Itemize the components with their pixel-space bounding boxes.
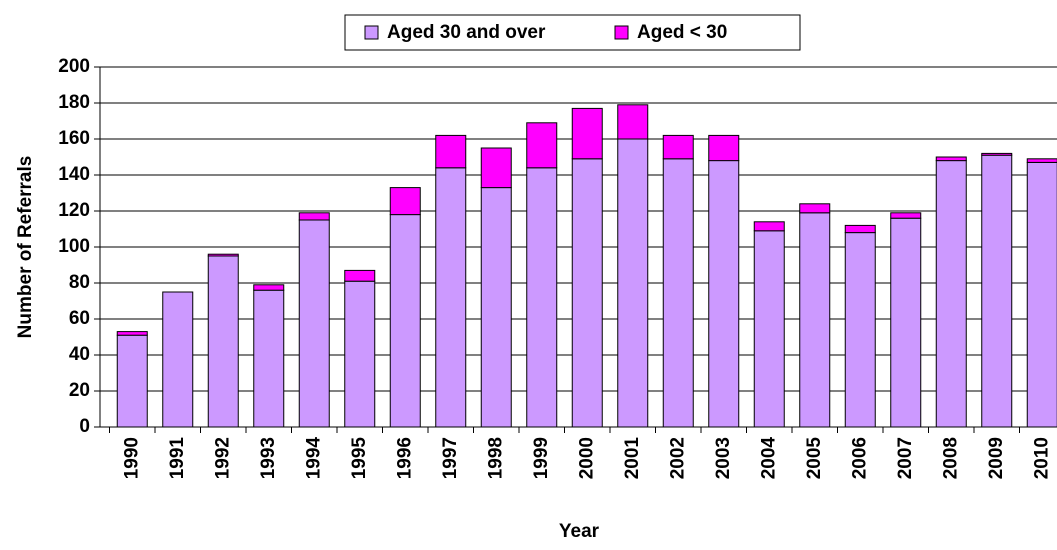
bar-segment: [1026, 158, 1057, 163]
bar-segment: [981, 152, 1013, 156]
bar-segment: [480, 147, 512, 189]
bar-segment: [298, 219, 330, 428]
bar-segment: [116, 331, 148, 336]
x-tick-label: 1998: [485, 437, 506, 479]
x-tick-label: 2008: [940, 437, 961, 479]
legend-label: Aged < 30: [637, 22, 727, 43]
x-tick-label: 2010: [1031, 437, 1052, 479]
y-tick-label: 200: [58, 56, 90, 77]
x-tick-label: 2009: [986, 437, 1007, 479]
bar-segment: [708, 134, 740, 162]
legend-swatch: [614, 25, 629, 40]
y-tick-label: 80: [69, 272, 90, 293]
x-tick-label: 2000: [576, 437, 597, 479]
y-axis-title: Number of Referrals: [15, 156, 36, 339]
x-tick-label: 2004: [758, 437, 779, 480]
bar-segment: [799, 203, 831, 214]
bar-segment: [844, 232, 876, 428]
x-tick-label: 1996: [394, 437, 415, 479]
y-tick-label: 40: [69, 344, 90, 365]
x-tick-label: 2005: [804, 437, 825, 480]
bar-segment: [935, 156, 967, 162]
y-tick-label: 20: [69, 380, 90, 401]
bar-segment: [207, 255, 239, 428]
legend-box: [344, 14, 801, 51]
x-tick-label: 1994: [303, 437, 324, 480]
y-tick-label: 100: [58, 236, 90, 257]
x-tick-label: 2001: [622, 437, 643, 480]
bar-segment: [526, 122, 558, 169]
bar-segment: [1026, 161, 1057, 428]
bar-segment: [617, 138, 649, 428]
bar-segment: [344, 280, 376, 428]
bar-segment: [116, 334, 148, 428]
bar-segment: [844, 224, 876, 234]
x-tick-label: 1992: [212, 437, 233, 479]
legend-label: Aged 30 and over: [387, 22, 546, 43]
y-tick-label: 140: [58, 164, 90, 185]
x-tick-label: 1990: [121, 437, 142, 479]
x-tick-label: 1997: [440, 437, 461, 479]
bar-segment: [162, 291, 194, 428]
bar-segment: [389, 187, 421, 216]
bar-segment: [662, 134, 694, 160]
bar-segment: [253, 284, 285, 291]
y-tick-label: 60: [69, 308, 90, 329]
y-tick-label: 0: [79, 416, 90, 437]
x-tick-label: 1995: [349, 437, 370, 480]
bar-segment: [753, 230, 785, 428]
x-tick-label: 2006: [849, 437, 870, 479]
bar-segment: [981, 154, 1013, 428]
x-tick-label: 1991: [167, 437, 188, 480]
bar-segment: [389, 214, 421, 428]
bar-segment: [890, 217, 922, 428]
bar-segment: [799, 212, 831, 428]
bar-segment: [571, 158, 603, 428]
y-tick-label: 160: [58, 128, 90, 149]
legend-swatch: [364, 25, 379, 40]
bar-segment: [480, 187, 512, 428]
x-tick-label: 2002: [667, 437, 688, 479]
x-tick-label: 1993: [258, 437, 279, 479]
bar-segment: [344, 269, 376, 282]
bar-segment: [435, 167, 467, 428]
y-tick-label: 180: [58, 92, 90, 113]
bar-segment: [890, 212, 922, 219]
bar-segment: [708, 160, 740, 428]
bar-segment: [571, 107, 603, 160]
x-tick-label: 2007: [895, 437, 916, 479]
bar-segment: [662, 158, 694, 428]
bar-segment: [935, 160, 967, 428]
bar-segment: [526, 167, 558, 428]
y-tick-label: 120: [58, 200, 90, 221]
x-axis-title: Year: [559, 521, 600, 542]
bar-segment: [298, 212, 330, 221]
x-tick-label: 2003: [713, 437, 734, 479]
bar-segment: [253, 289, 285, 428]
bar-segment: [753, 221, 785, 232]
bar-segment: [617, 104, 649, 140]
bar-segment: [207, 253, 239, 257]
x-tick-label: 1999: [531, 437, 552, 479]
bar-segment: [435, 134, 467, 169]
